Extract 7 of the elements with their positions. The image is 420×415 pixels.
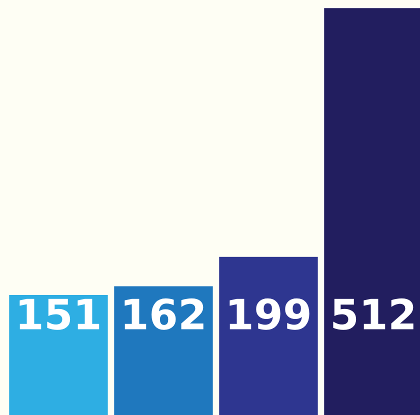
bar [9, 295, 108, 415]
bar [219, 256, 318, 415]
data-label: 199 [230, 298, 310, 330]
bar [114, 286, 213, 415]
data-label: 512 [333, 298, 414, 330]
data-label: 151 [20, 298, 100, 330]
data-label: 162 [124, 298, 204, 330]
